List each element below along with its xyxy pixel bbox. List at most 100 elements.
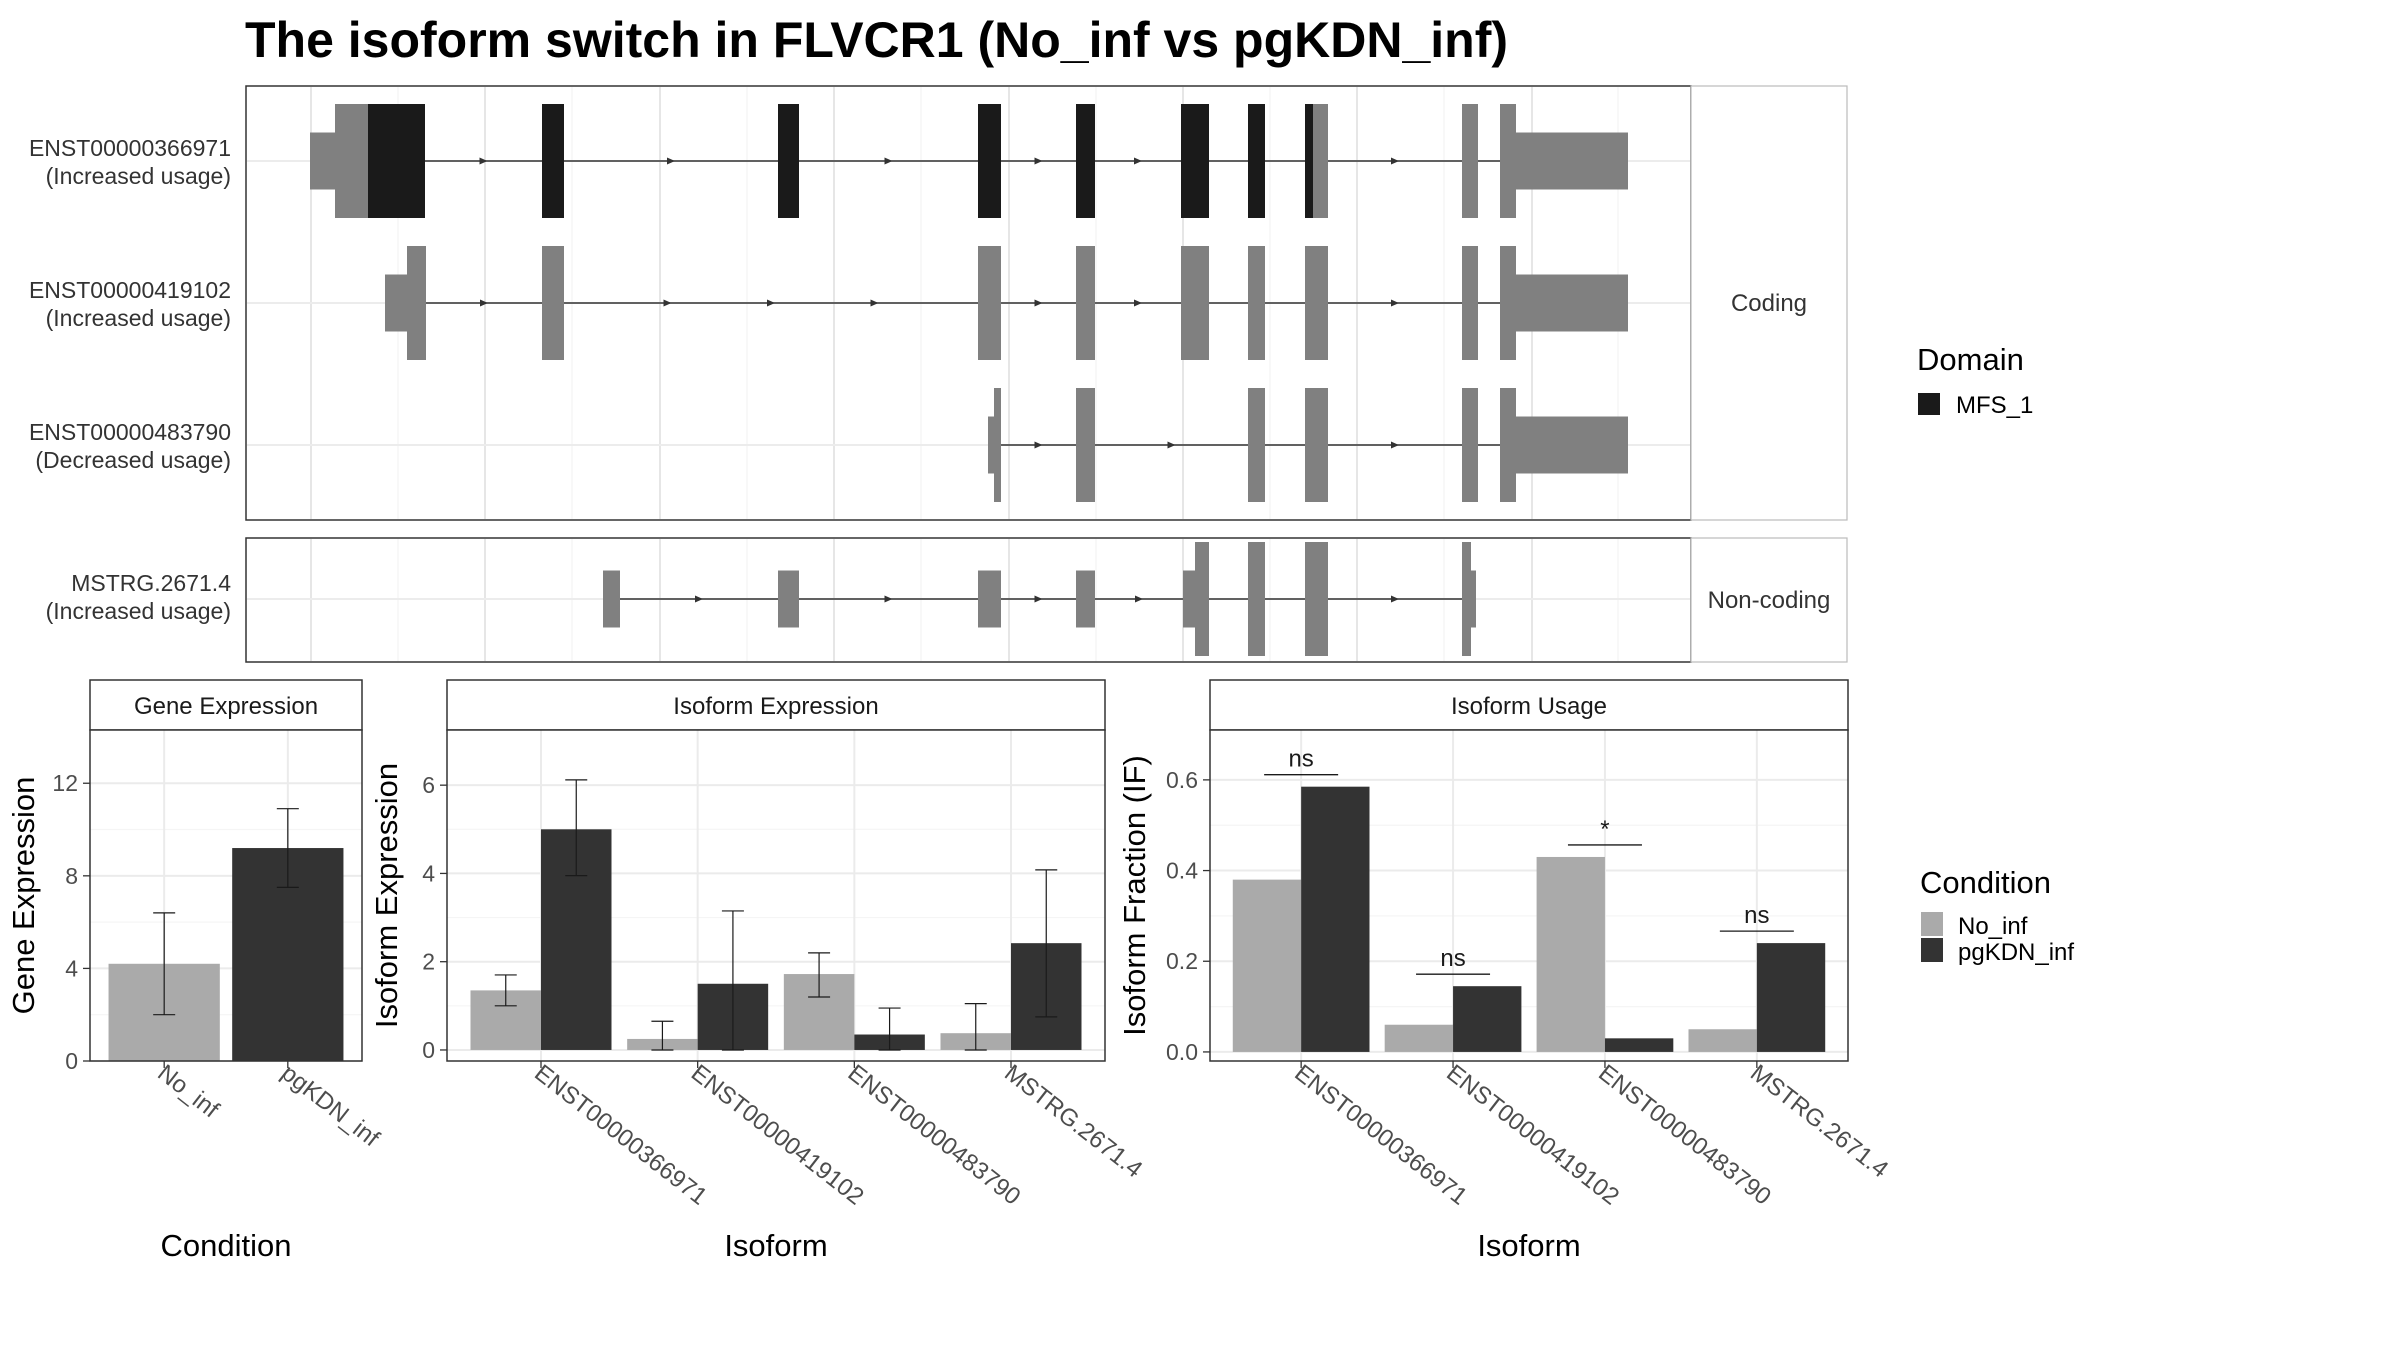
exon <box>994 388 1001 502</box>
exon <box>1076 570 1095 628</box>
strand-arrow <box>884 595 893 603</box>
y-axis-label: Isoform Expression <box>369 763 404 1028</box>
strand-arrow <box>1391 441 1399 449</box>
significance-label: ns <box>1288 746 1313 773</box>
exon <box>1516 132 1628 190</box>
bar <box>1756 943 1826 1052</box>
exon <box>1462 542 1471 656</box>
exon <box>542 246 564 360</box>
exon <box>1195 542 1209 656</box>
coding-facet-strip <box>1690 85 1848 521</box>
exon <box>1076 246 1095 360</box>
significance-label: ns <box>1440 945 1465 972</box>
facet-strip <box>446 679 1106 731</box>
bar <box>1536 856 1605 1052</box>
transcript-id-label: MSTRG.2671.4 <box>71 570 231 596</box>
condition-legend-title: Condition <box>1920 865 2051 900</box>
strand-arrow <box>1034 157 1043 165</box>
x-axis-label: Condition <box>161 1228 292 1263</box>
y-tick-label: 0.2 <box>1166 948 1198 974</box>
condition-legend: Condition No_inf pgKDN_inf <box>1920 865 2074 966</box>
y-tick-label: 0.6 <box>1166 767 1198 793</box>
domain-exon <box>1248 104 1265 218</box>
strand-arrow <box>479 157 488 165</box>
strand-arrow <box>1034 441 1043 449</box>
y-tick-label: 4 <box>422 860 435 886</box>
exon <box>1462 246 1478 360</box>
y-tick-label: 2 <box>422 949 435 975</box>
strand-arrow <box>1391 595 1399 603</box>
chart-title: Isoform Usage <box>1451 693 1607 720</box>
exon <box>1248 246 1265 360</box>
transcript-usage-label: (Increased usage) <box>46 598 231 624</box>
exon <box>1313 104 1328 218</box>
exon <box>385 274 407 332</box>
exon <box>1462 388 1478 502</box>
bar <box>1232 879 1302 1052</box>
y-tick-label: 0.4 <box>1166 858 1198 884</box>
exon <box>407 246 426 360</box>
strand-arrow <box>1167 441 1176 449</box>
x-tick-label: MSTRG.2671.4 <box>1745 1059 1893 1183</box>
transcript-usage-label: (Increased usage) <box>46 305 231 331</box>
strand-arrow <box>480 299 488 307</box>
exon <box>1471 570 1476 628</box>
condition-legend-key-pgkdn-inf <box>1921 938 1943 962</box>
exon <box>310 132 335 190</box>
transcript-id-label: ENST00000483790 <box>29 419 231 445</box>
y-tick-label: 0 <box>65 1048 78 1074</box>
y-tick-label: 8 <box>65 863 78 889</box>
exon <box>1183 570 1195 628</box>
exon <box>335 104 368 218</box>
bar <box>1604 1038 1674 1052</box>
exon <box>1305 388 1328 502</box>
bar <box>1688 1029 1757 1052</box>
x-tick-label: pgKDN_inf <box>276 1059 384 1152</box>
chart-title: Gene Expression <box>134 693 318 720</box>
facet-strip <box>89 679 363 731</box>
domain-legend-title: Domain <box>1917 342 2024 377</box>
exon <box>1500 246 1516 360</box>
plot-frame <box>89 729 363 1062</box>
bar <box>1453 986 1522 1052</box>
y-tick-label: 0 <box>422 1037 435 1063</box>
domain-legend-label: MFS_1 <box>1956 392 2033 419</box>
exon <box>1181 246 1209 360</box>
strand-arrow <box>1134 299 1142 307</box>
bar <box>1301 786 1370 1052</box>
chart-panel: Gene Expression 0 4 8 12 No_inf pgKDN_inf Condi… <box>6 679 384 1263</box>
exon <box>988 416 994 474</box>
domain-exon <box>1305 104 1313 218</box>
strand-arrow <box>1391 299 1399 307</box>
x-tick-label: ENST00000483790 <box>843 1059 1026 1210</box>
transcript-id-label: ENST00000366971 <box>29 135 231 161</box>
chart-title: Isoform Expression <box>673 693 878 720</box>
x-axis-label: Isoform <box>724 1228 827 1263</box>
exon <box>1076 388 1095 502</box>
y-tick-label: 6 <box>422 772 435 798</box>
y-tick-label: 4 <box>65 955 78 981</box>
transcript-usage-label: (Increased usage) <box>46 163 231 189</box>
domain-exon <box>1076 104 1095 218</box>
chart-panel: Isoform Expression0246ENST00000366971ENS… <box>369 679 1147 1263</box>
condition-legend-label-pgkdn-inf: pgKDN_inf <box>1958 939 2074 966</box>
figure-title: The isoform switch in FLVCR1 (No_inf vs … <box>245 12 1508 68</box>
strand-arrow <box>1391 157 1399 165</box>
exon <box>778 570 799 628</box>
strand-arrow <box>767 299 775 307</box>
y-tick-label: 0.0 <box>1166 1039 1198 1065</box>
y-axis-label: Gene Expression <box>6 777 41 1015</box>
exon <box>1516 416 1628 474</box>
domain-exon <box>542 104 564 218</box>
x-tick-label: ENST00000419102 <box>686 1059 869 1210</box>
x-axis-label: Isoform <box>1477 1228 1580 1263</box>
exon <box>1500 388 1516 502</box>
y-axis-label: Isoform Fraction (IF) <box>1117 755 1152 1036</box>
plot-frame <box>446 729 1106 1062</box>
strand-arrow <box>663 299 672 307</box>
strand-arrow <box>1134 157 1142 165</box>
exon <box>1500 104 1516 218</box>
condition-legend-key-no-inf <box>1921 912 1943 936</box>
exon <box>978 246 1001 360</box>
strand-arrow <box>667 157 675 165</box>
